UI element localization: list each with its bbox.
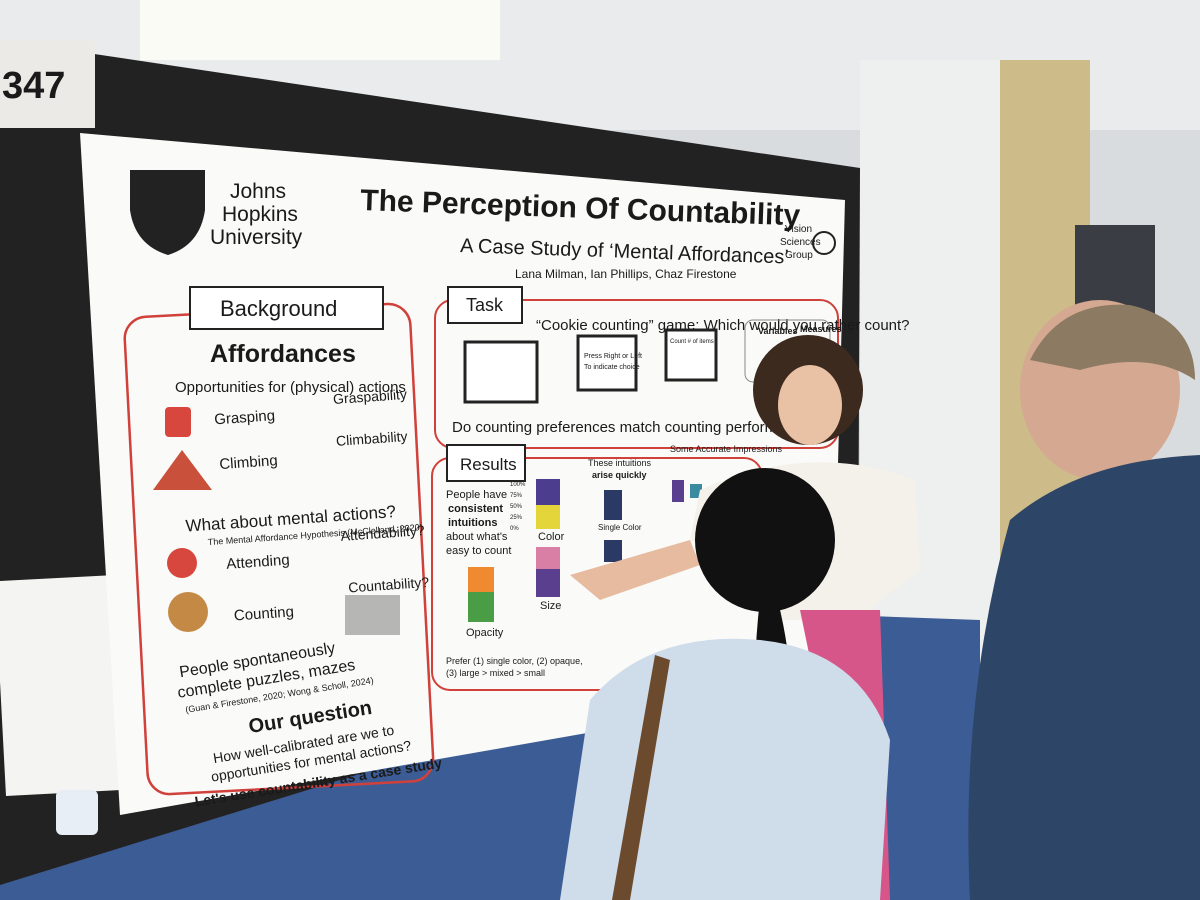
results-accurate: Some Accurate Impressions <box>670 444 783 454</box>
affordance: Graspability <box>333 386 408 407</box>
results-quick: These intuitions <box>588 458 652 468</box>
results-lead: consistent <box>448 503 503 515</box>
action: Grasping <box>214 407 276 428</box>
bar-segment <box>536 547 560 569</box>
results-quick: arise quickly <box>592 470 647 480</box>
group-text: Group <box>785 250 813 261</box>
logo-text: University <box>210 226 303 249</box>
logo-shield <box>130 170 205 255</box>
action: Climbing <box>219 452 278 473</box>
section-heading: Results <box>460 455 517 474</box>
cup <box>56 790 98 835</box>
section-heading: Background <box>220 296 337 321</box>
results-label: Opacity <box>466 627 504 639</box>
alarm-icon <box>167 548 197 578</box>
face <box>778 365 842 445</box>
bar-segment <box>536 569 560 597</box>
task-step: To indicate choice <box>584 364 640 371</box>
laptop <box>664 328 718 382</box>
heading-box <box>189 286 384 330</box>
board-number-card <box>0 40 95 128</box>
results-label: Color <box>538 531 565 543</box>
group-logo <box>812 231 836 255</box>
man <box>968 300 1200 900</box>
logo-text: Hopkins <box>222 203 298 226</box>
bar-segment <box>604 540 622 562</box>
axis-label: 25% <box>510 515 523 521</box>
task-question: Do counting preferences match counting p… <box>452 419 818 436</box>
axis-label: 100% <box>510 482 526 488</box>
shirt <box>968 455 1200 900</box>
cookie-icon <box>168 592 208 632</box>
intro: Opportunities for (physical) actions <box>175 379 406 396</box>
bar-segment <box>604 490 622 520</box>
heading-box <box>447 286 523 324</box>
logo-text: Johns <box>230 180 286 203</box>
ceiling-light <box>140 0 500 60</box>
heading-box <box>446 444 526 482</box>
affordance: Climbability <box>335 428 408 449</box>
bar-segment <box>468 592 494 622</box>
pyramid-icon <box>153 450 212 490</box>
results-lead: intuitions <box>448 517 498 529</box>
board-number: 347 <box>2 65 65 107</box>
bag-strap <box>612 655 670 900</box>
section-heading: Task <box>466 295 504 315</box>
results-axis: 100% 75% 50% 25% 0% <box>510 482 526 532</box>
subheading: Affordances <box>210 340 356 368</box>
hair <box>695 468 835 612</box>
laptop <box>576 334 638 392</box>
task-step: Count # of items <box>670 339 714 345</box>
affordance: Attendability? <box>340 522 425 544</box>
action: Counting <box>233 603 294 624</box>
axis-label: 0% <box>510 526 519 532</box>
bar-segment <box>690 484 702 498</box>
laptop <box>463 340 539 404</box>
group-text: Vision <box>785 224 812 235</box>
variables: Variables <box>758 326 798 336</box>
results-lead: about what's <box>446 531 508 543</box>
task-game: “Cookie counting” game: Which would you … <box>536 317 910 334</box>
shirt <box>560 638 890 900</box>
bar-segment <box>672 480 684 502</box>
measures: Measures <box>800 324 842 334</box>
bar-segment <box>536 479 560 505</box>
hair <box>1030 304 1195 380</box>
task-step: Press Right or Left <box>584 353 642 360</box>
arm <box>570 540 700 600</box>
authors: Lana Milman, Ian Phillips, Chaz Fireston… <box>515 267 737 281</box>
results-prefer: (3) large > mixed > small <box>446 668 545 678</box>
results-label: Single Color <box>598 523 642 532</box>
visitor <box>560 468 890 900</box>
cup-icon <box>165 407 191 437</box>
axis-label: 75% <box>510 493 523 499</box>
action: Attending <box>226 551 290 572</box>
signup-sheet <box>0 574 134 796</box>
affordance: Countability? <box>348 574 430 596</box>
bar-segment <box>536 505 560 529</box>
group-text: Sciences <box>780 237 821 248</box>
results-prefer: Prefer (1) single color, (2) opaque, <box>446 656 583 666</box>
axis-label: 50% <box>510 504 523 510</box>
maze-icon <box>345 595 400 635</box>
results-lead: easy to count <box>446 545 511 557</box>
distant-poster <box>1075 225 1155 315</box>
results-lead: People have <box>446 489 507 501</box>
results-label: Size <box>540 600 561 612</box>
bar-segment <box>468 567 494 592</box>
